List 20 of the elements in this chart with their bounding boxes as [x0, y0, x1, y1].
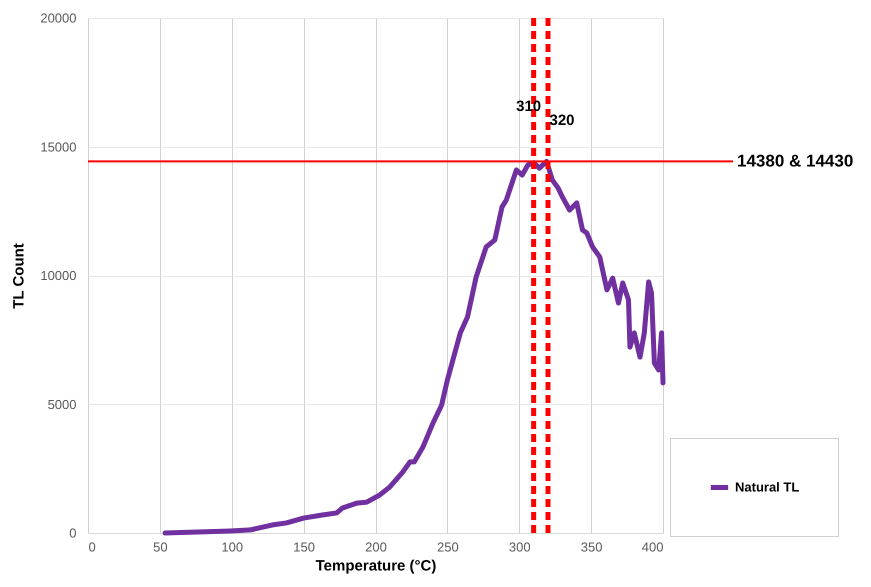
x-tick-label: 0 — [88, 540, 96, 554]
x-tick-label: 350 — [580, 540, 602, 554]
x-axis-title: Temperature (°C) — [316, 558, 436, 574]
y-tick-label: 0 — [69, 526, 76, 540]
y-tick-label: 5000 — [48, 396, 76, 412]
x-tick-label: 400 — [642, 540, 664, 554]
y-axis-title: TL Count — [10, 243, 28, 309]
legend-label: Natural TL — [735, 480, 800, 494]
y-tick-label: 20000 — [40, 10, 76, 26]
x-tick-label: 200 — [365, 540, 387, 554]
x-tick-label: 300 — [508, 540, 531, 554]
ref-line-label: 14380 & 14430 — [737, 151, 854, 170]
ref-line-label: 310 — [516, 98, 542, 115]
y-tick-label: 15000 — [40, 139, 76, 154]
x-tick-label: 50 — [153, 540, 168, 554]
ref-line-label: 320 — [549, 112, 575, 129]
y-tick-label: 10000 — [40, 268, 76, 283]
x-tick-label: 150 — [293, 540, 315, 554]
x-tick-label: 250 — [437, 540, 459, 554]
x-tick-label: 100 — [221, 540, 244, 554]
